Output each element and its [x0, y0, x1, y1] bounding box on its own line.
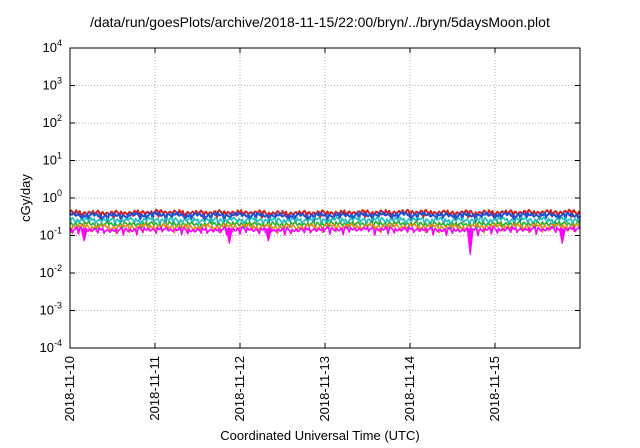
x-axis-label: Coordinated Universal Time (UTC) — [220, 428, 420, 443]
x-tick-label: 2018-11-11 — [147, 356, 162, 421]
y-tick-label: 101 — [43, 151, 62, 168]
y-tick-label: 10-2 — [40, 263, 62, 280]
y-tick-label: 102 — [43, 113, 62, 130]
series-line-6 — [69, 226, 581, 237]
x-tick-label: 2018-11-10 — [62, 356, 77, 422]
magenta-dip-3 — [264, 228, 272, 242]
x-axis-ticks: 2018-11-10 2018-11-11 2018-11-12 2018-11-13… — [62, 48, 502, 422]
magenta-dip-1 — [80, 228, 88, 242]
y-axis-label: cGy/day — [18, 174, 33, 222]
y-tick-label: 103 — [43, 76, 62, 93]
y-tick-label: 10-1 — [40, 226, 62, 243]
y-tick-label: 10-3 — [40, 301, 62, 318]
x-tick-label: 2018-11-13 — [317, 356, 332, 422]
x-tick-label: 2018-11-12 — [232, 356, 247, 422]
grid-lines — [69, 47, 580, 349]
y-tick-label: 10-4 — [40, 338, 62, 355]
series-lines — [69, 208, 581, 256]
series-line-3 — [69, 216, 581, 228]
y-axis-ticks: 10-4 10-3 10-2 10-1 100 101 102 103 104 — [40, 38, 580, 355]
y-tick-label: 100 — [43, 188, 62, 205]
x-tick-label: 2018-11-15 — [487, 356, 502, 422]
magenta-dip-4 — [466, 228, 474, 256]
magenta-dip-2 — [225, 228, 233, 244]
magenta-dip-5 — [558, 228, 566, 244]
x-tick-label: 2018-11-14 — [402, 356, 417, 422]
chart-title: /data/run/goesPlots/archive/2018-11-15/2… — [90, 14, 550, 30]
y-tick-label: 104 — [43, 38, 62, 55]
